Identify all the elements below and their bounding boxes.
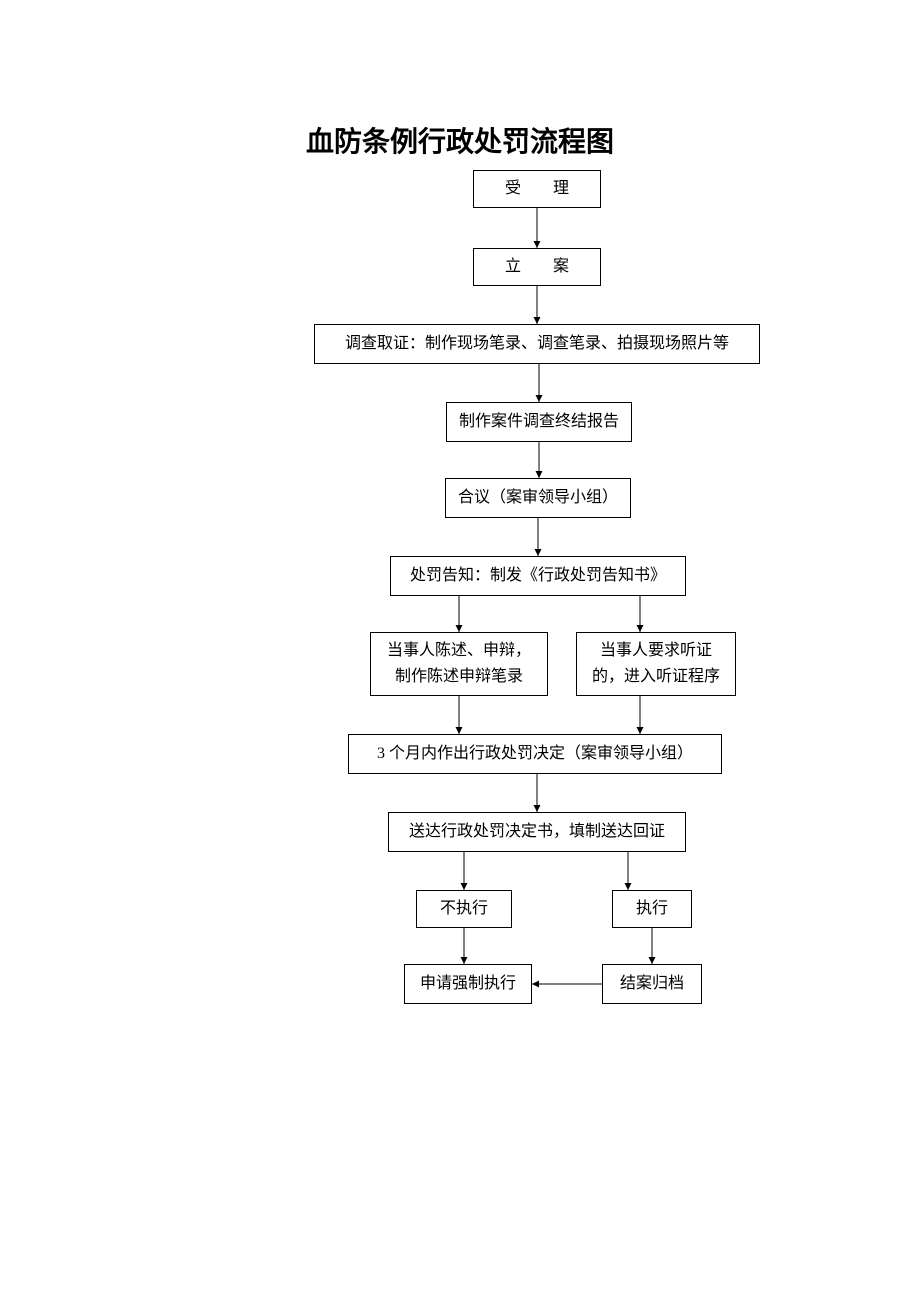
flow-node-n2: 立 案 <box>473 248 601 286</box>
node-text: 当事人要求听证 <box>600 638 712 664</box>
flow-node-n9: 送达行政处罚决定书，填制送达回证 <box>388 812 686 852</box>
diagram-title: 血防条例行政处罚流程图 <box>0 120 920 160</box>
node-text: 当事人陈述、申辩， <box>387 638 531 664</box>
flow-node-n10a: 不执行 <box>416 890 512 928</box>
flow-node-n8: 3 个月内作出行政处罚决定（案审领导小组） <box>348 734 722 774</box>
flow-node-n11a: 申请强制执行 <box>404 964 532 1004</box>
flow-node-n11b: 结案归档 <box>602 964 702 1004</box>
flow-node-n7a: 当事人陈述、申辩，制作陈述申辩笔录 <box>370 632 548 696</box>
flow-node-n3: 调查取证：制作现场笔录、调查笔录、拍摄现场照片等 <box>314 324 760 364</box>
flow-node-n6: 处罚告知：制发《行政处罚告知书》 <box>390 556 686 596</box>
flow-node-n5: 合议（案审领导小组） <box>445 478 631 518</box>
flow-node-n4: 制作案件调查终结报告 <box>446 402 632 442</box>
flow-node-n1: 受 理 <box>473 170 601 208</box>
flow-node-n7b: 当事人要求听证的，进入听证程序 <box>576 632 736 696</box>
node-text: 的，进入听证程序 <box>592 664 720 690</box>
node-text: 制作陈述申辩笔录 <box>395 664 523 690</box>
flow-node-n10b: 执行 <box>612 890 692 928</box>
